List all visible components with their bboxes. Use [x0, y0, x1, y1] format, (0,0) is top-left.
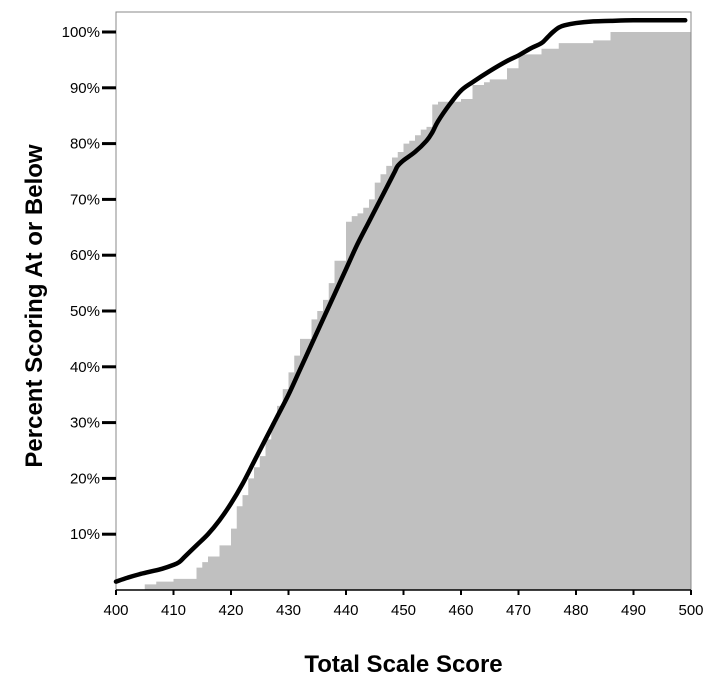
smoothed-curve-layer: [113, 17, 688, 584]
smoothed-distribution-curve: [113, 17, 688, 584]
x-tick-label: 420: [218, 602, 243, 619]
y-axis: 10% 20% 30% 40% 50% 60% 70% 80% 90% 100%: [62, 24, 116, 543]
x-tick-label: 430: [276, 602, 301, 619]
y-tick-label: 10%: [70, 526, 100, 543]
y-tick-label: 40%: [70, 359, 100, 376]
x-tick-label: 460: [448, 602, 473, 619]
x-axis: 400 410 420 430 440 450 460 470 480 490 500: [103, 589, 704, 619]
y-axis-title: Percent Scoring At or Below: [21, 144, 48, 468]
x-tick-label: 410: [161, 602, 186, 619]
y-tick-label: 80%: [70, 136, 100, 153]
y-tick-label: 30%: [70, 415, 100, 432]
cumulative-percent-step-area: [116, 32, 691, 590]
y-tick-label: 60%: [70, 247, 100, 264]
x-tick-label: 470: [506, 602, 531, 619]
cumulative-percent-area: [116, 32, 691, 590]
plot-area-group: [113, 11, 692, 591]
x-tick-label: 440: [333, 602, 358, 619]
x-tick-label: 490: [621, 602, 646, 619]
y-tick-label: 20%: [70, 470, 100, 487]
y-tick-label: 90%: [70, 80, 100, 97]
x-tick-label: 500: [678, 602, 703, 619]
x-axis-title: Total Scale Score: [304, 651, 502, 675]
y-tick-label: 100%: [62, 24, 100, 41]
x-tick-label: 480: [563, 602, 588, 619]
y-tick-label: 50%: [70, 303, 100, 320]
x-tick-label: 450: [391, 602, 416, 619]
x-tick-label: 400: [103, 602, 128, 619]
y-tick-label: 70%: [70, 191, 100, 208]
